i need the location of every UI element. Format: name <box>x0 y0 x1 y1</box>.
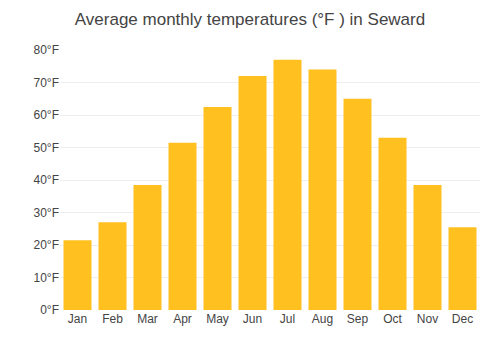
svg-text:Average monthly temperatures (: Average monthly temperatures (°F ) in Se… <box>75 10 425 29</box>
svg-text:60°F: 60°F <box>34 108 59 122</box>
svg-text:Dec: Dec <box>452 312 473 326</box>
svg-text:Apr: Apr <box>173 312 192 326</box>
svg-text:Jul: Jul <box>280 312 295 326</box>
svg-text:Sep: Sep <box>347 312 369 326</box>
svg-text:70°F: 70°F <box>34 76 59 90</box>
svg-text:Jun: Jun <box>243 312 262 326</box>
svg-text:Aug: Aug <box>312 312 333 326</box>
svg-text:0°F: 0°F <box>40 303 59 317</box>
svg-text:Feb: Feb <box>102 312 123 326</box>
svg-text:Nov: Nov <box>417 312 438 326</box>
svg-text:30°F: 30°F <box>34 206 59 220</box>
svg-text:50°F: 50°F <box>34 141 59 155</box>
svg-text:Oct: Oct <box>383 312 402 326</box>
svg-text:20°F: 20°F <box>34 238 59 252</box>
svg-text:10°F: 10°F <box>34 271 59 285</box>
svg-text:80°F: 80°F <box>34 43 59 57</box>
svg-text:Jan: Jan <box>68 312 87 326</box>
svg-text:40°F: 40°F <box>34 173 59 187</box>
svg-text:Mar: Mar <box>137 312 158 326</box>
svg-text:May: May <box>206 312 229 326</box>
